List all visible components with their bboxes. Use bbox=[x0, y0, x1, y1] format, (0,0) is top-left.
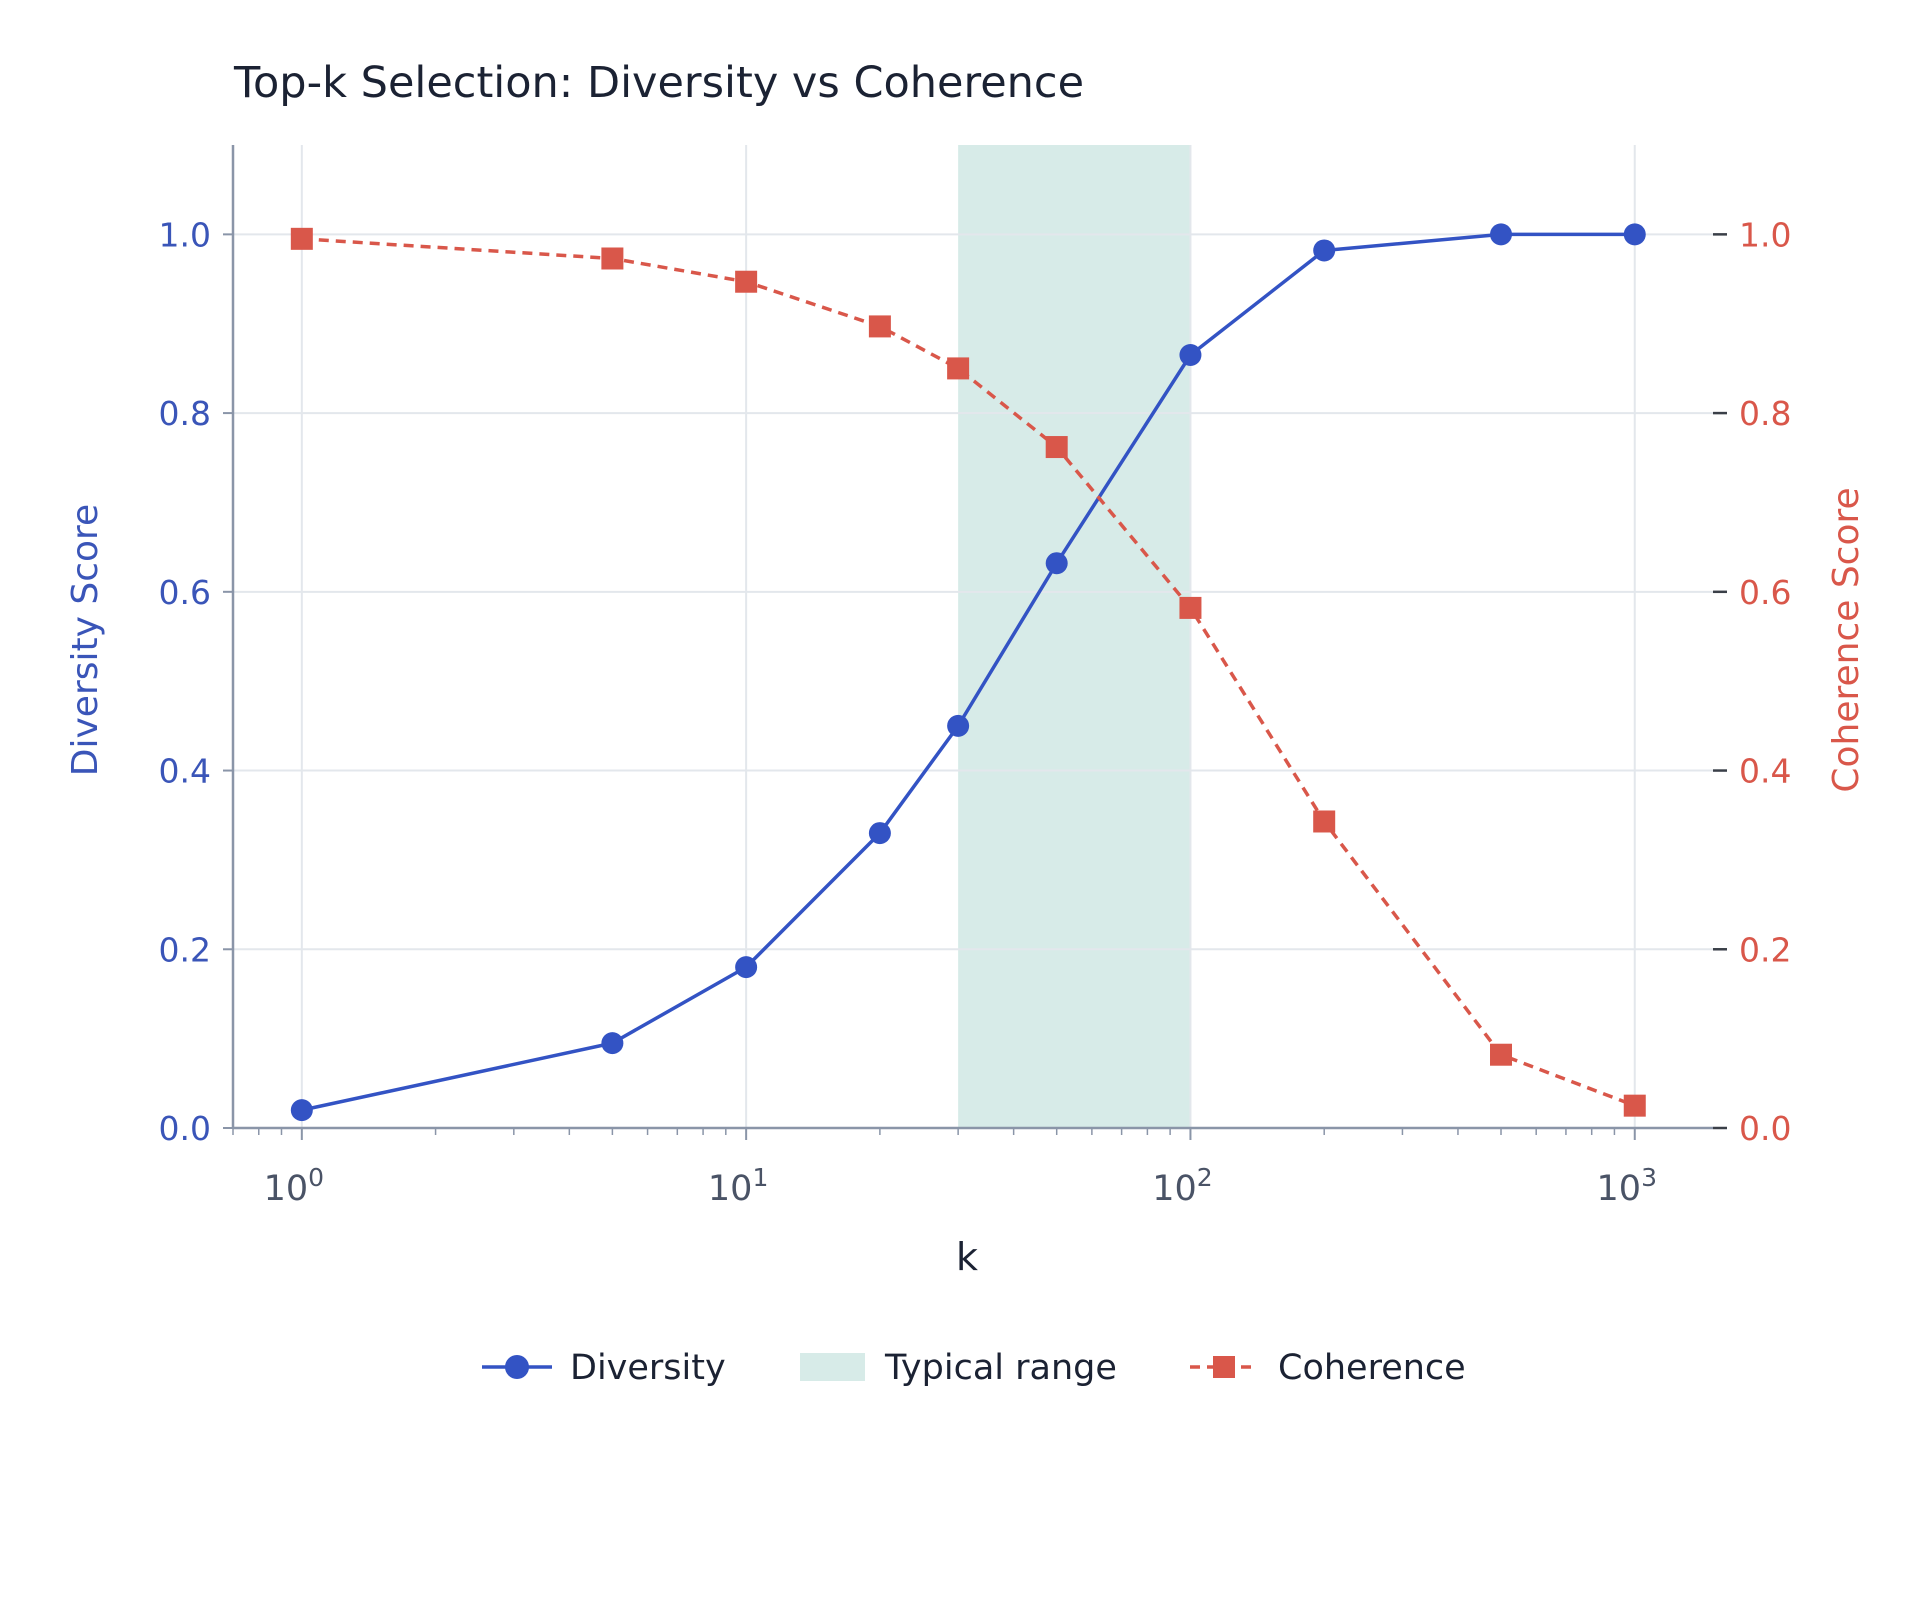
x-tick-exponent: 3 bbox=[1641, 1163, 1657, 1192]
coherence-line bbox=[301, 237, 1636, 1108]
x-axis-label: k bbox=[956, 1235, 978, 1279]
y-axis-left-label: Diversity Score bbox=[65, 504, 106, 776]
coherence-point bbox=[601, 247, 624, 270]
legend-typical-range-swatch bbox=[800, 1353, 865, 1381]
diversity-line bbox=[301, 232, 1635, 1112]
diversity-point bbox=[868, 822, 891, 845]
typical-range-band bbox=[958, 145, 1191, 1128]
coherence-point bbox=[290, 227, 313, 250]
diversity-point bbox=[1179, 344, 1202, 367]
y-left-tick-label: 0.6 bbox=[159, 573, 211, 612]
y-left-tick-label: 0.2 bbox=[159, 930, 211, 969]
y-axis-right-label: Coherence Score bbox=[1826, 487, 1867, 792]
x-tick-label: 100 bbox=[264, 1163, 324, 1209]
coherence-point bbox=[868, 315, 891, 338]
x-tick-exponent: 2 bbox=[1197, 1163, 1213, 1192]
coherence-point bbox=[1623, 1094, 1646, 1117]
coherence-point bbox=[1045, 436, 1068, 459]
legend-typical-range-label: Typical range bbox=[884, 1348, 1117, 1388]
y-left-tick-label: 1.0 bbox=[159, 215, 211, 254]
y-left-tick-label: 0.8 bbox=[159, 394, 211, 433]
legend-coherence-marker bbox=[1213, 1356, 1235, 1378]
series-layer bbox=[290, 223, 1646, 1122]
x-tick-label: 101 bbox=[708, 1163, 768, 1209]
coherence-point bbox=[1313, 810, 1336, 833]
y-right-tick-label: 0.8 bbox=[1739, 394, 1791, 433]
x-tick-base: 10 bbox=[1597, 1169, 1642, 1209]
x-tick-base: 10 bbox=[708, 1169, 753, 1209]
shaded-region-layer bbox=[958, 145, 1191, 1128]
x-tick-label: 103 bbox=[1597, 1163, 1657, 1209]
x-tick-exponent: 0 bbox=[308, 1163, 324, 1192]
grid-layer bbox=[233, 145, 1713, 1128]
x-tick-label: 102 bbox=[1152, 1163, 1212, 1209]
diversity-point bbox=[735, 956, 758, 979]
diversity-point bbox=[1490, 223, 1513, 246]
diversity-point bbox=[290, 1099, 313, 1122]
legend-coherence-label: Coherence bbox=[1278, 1348, 1466, 1388]
legend: Diversity Typical range Coherence bbox=[482, 1348, 1466, 1388]
coherence-point bbox=[1179, 596, 1202, 619]
y-right-tick-label: 0.6 bbox=[1739, 573, 1791, 612]
diversity-point bbox=[1313, 239, 1336, 262]
y-left-tick-label: 0.4 bbox=[159, 752, 211, 791]
diversity-point bbox=[1045, 552, 1068, 575]
diversity-point bbox=[601, 1032, 624, 1055]
x-tick-base: 10 bbox=[1152, 1169, 1197, 1209]
y-right-tick-label: 0.4 bbox=[1739, 752, 1791, 791]
legend-diversity-marker bbox=[505, 1355, 529, 1379]
coherence-point bbox=[1490, 1043, 1513, 1066]
diversity-point bbox=[1623, 223, 1646, 246]
y-left-tick-label: 0.0 bbox=[159, 1109, 211, 1148]
y-right-tick-label: 1.0 bbox=[1739, 215, 1791, 254]
coherence-point bbox=[947, 357, 970, 380]
y-right-tick-label: 0.2 bbox=[1739, 930, 1791, 969]
coherence-point bbox=[735, 270, 758, 293]
legend-diversity-label: Diversity bbox=[570, 1348, 726, 1388]
axes-layer bbox=[231, 145, 1713, 1130]
x-tick-base: 10 bbox=[264, 1169, 309, 1209]
y-right-tick-label: 0.0 bbox=[1739, 1109, 1791, 1148]
diversity-point bbox=[947, 714, 970, 737]
x-tick-exponent: 1 bbox=[752, 1163, 768, 1192]
chart-title: Top-k Selection: Diversity vs Coherence bbox=[233, 58, 1084, 108]
